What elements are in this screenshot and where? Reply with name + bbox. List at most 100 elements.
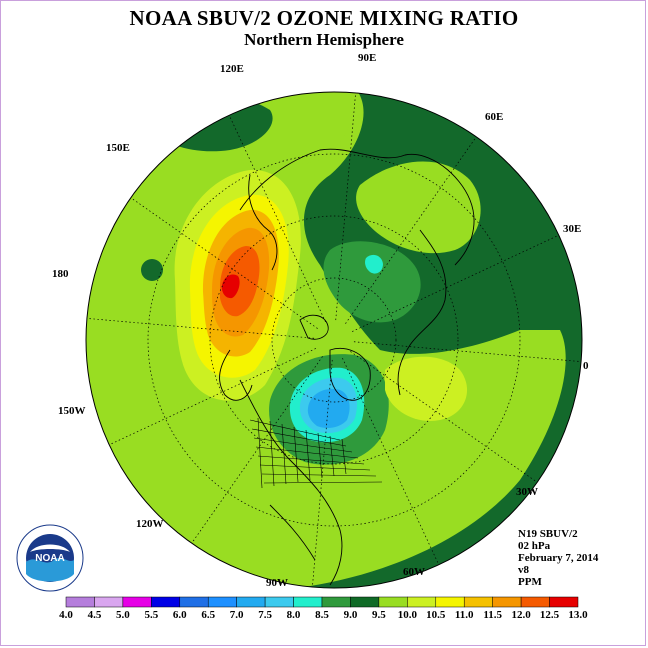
us-state-line — [269, 420, 275, 487]
map-subtitle: Northern Hemisphere — [244, 30, 404, 49]
map-border — [85, 91, 583, 589]
colorbar-swatch — [378, 596, 408, 608]
lon-label-30w: 30W — [516, 486, 538, 498]
lon-label-90w: 90W — [266, 577, 288, 589]
us-state-line — [281, 423, 287, 485]
colorbar-tick-label: 7.0 — [229, 609, 244, 621]
info-version: v8 — [518, 564, 529, 576]
colorbar-swatch — [264, 596, 294, 608]
info-instrument: N19 SBUV/2 — [518, 528, 578, 540]
us-state-line — [253, 437, 353, 453]
colorbar-swatch — [179, 596, 209, 608]
colorbar-swatch — [207, 596, 237, 608]
info-level: 02 hPa — [518, 540, 551, 552]
contour-blue-low — [307, 388, 350, 428]
colorbar-swatch — [435, 596, 465, 608]
us-state-line — [257, 455, 365, 465]
colorbar-tick-label: 9.0 — [343, 609, 358, 621]
coastline-mexico — [269, 504, 316, 561]
colorbar-swatch — [321, 596, 351, 608]
colorbar-swatch — [407, 596, 437, 608]
coastline-asia — [239, 148, 475, 266]
us-state-line — [259, 464, 371, 471]
latitude-circle — [209, 215, 459, 465]
colorbar-swatch — [236, 596, 266, 608]
coastline-arctic-islands — [299, 314, 329, 340]
colorbar-tick-label: 12.5 — [539, 609, 560, 621]
colorbar-swatch — [350, 596, 380, 608]
logo-text: NOAA — [35, 553, 64, 564]
colorbar-tick-label: 8.5 — [315, 609, 329, 621]
lon-label-120e: 120E — [220, 63, 244, 75]
colorbar-swatch — [65, 596, 95, 608]
colorbar-tick-label: 4.5 — [87, 609, 102, 621]
lon-label-120w: 120W — [136, 518, 164, 530]
noaa-logo: NOAA — [16, 524, 84, 592]
colorbar-tick-label: 6.5 — [201, 609, 216, 621]
colorbar-tick-label: 12.0 — [511, 609, 531, 621]
colorbar-tick-label: 9.5 — [372, 609, 386, 621]
colorbar-tick-label: 5.0 — [116, 609, 130, 621]
colorbar-tick-label: 6.0 — [172, 609, 187, 621]
contour-mid-green-center — [323, 241, 421, 323]
colorbar — [65, 596, 579, 608]
lon-label-150w: 150W — [58, 405, 86, 417]
lon-label-180: 180 — [52, 268, 69, 280]
colorbar-tick-label: 8.0 — [286, 609, 301, 621]
coastline-greenland — [329, 348, 371, 401]
contour-cyan-small — [365, 254, 383, 274]
colorbar-swatch — [492, 596, 522, 608]
coastline-alaska — [219, 349, 253, 401]
us-state-line — [261, 473, 377, 477]
us-state-line — [341, 438, 347, 475]
coastlines — [219, 148, 475, 586]
info-date: February 7, 2014 — [518, 552, 599, 564]
colorbar-tick-label: 5.5 — [144, 609, 159, 621]
us-state-line — [249, 419, 341, 441]
colorbar-swatch — [520, 596, 550, 608]
colorbar-tick-label: 13.0 — [568, 609, 588, 621]
contour-red-orange — [220, 246, 260, 317]
latitude-circle — [271, 277, 397, 403]
coastline-europe — [397, 229, 447, 396]
us-state-lines — [249, 417, 383, 489]
us-state-line — [293, 426, 299, 483]
lon-label-60e: 60E — [485, 111, 504, 123]
contour-light-green-east — [356, 161, 481, 254]
colorbar-tick-label: 11.0 — [454, 609, 474, 621]
lon-label-0: 0 — [583, 360, 589, 372]
us-state-line — [251, 428, 347, 447]
us-state-line — [305, 429, 311, 481]
colorbar-tick-label: 7.5 — [258, 609, 272, 621]
colorbar-tick-label: 10.5 — [426, 609, 446, 621]
coastline-north-america — [239, 379, 343, 586]
colorbar-swatch — [293, 596, 323, 608]
map-title: NOAA SBUV/2 OZONE MIXING RATIO — [129, 6, 519, 30]
colorbar-tick-label: 11.5 — [483, 609, 502, 621]
colorbar-swatch — [94, 596, 124, 608]
contour-dark-green-spot — [141, 259, 163, 281]
colorbar-swatch — [463, 596, 493, 608]
lon-label-150e: 150E — [106, 142, 130, 154]
colorbar-tick-label: 4.0 — [59, 609, 73, 621]
colorbar-swatch — [122, 596, 152, 608]
us-state-line — [329, 435, 335, 477]
contour-yellow-green-east — [385, 356, 468, 421]
lon-label-30e: 30E — [563, 223, 582, 235]
latitude-circle — [147, 153, 521, 527]
us-state-line — [263, 481, 383, 484]
coastline-east-asia — [248, 174, 278, 271]
lon-label-90e: 90E — [358, 52, 377, 64]
colorbar-tick-label: 10.0 — [397, 609, 417, 621]
contour-light-green-west — [86, 92, 566, 588]
info-units: PPM — [518, 576, 542, 588]
us-state-line — [317, 432, 323, 479]
contour-red-max — [221, 274, 240, 299]
colorbar-swatch — [549, 596, 579, 608]
us-state-line — [257, 417, 263, 489]
us-state-line — [255, 446, 359, 459]
latitude-circles — [147, 153, 521, 527]
colorbar-swatch — [151, 596, 181, 608]
